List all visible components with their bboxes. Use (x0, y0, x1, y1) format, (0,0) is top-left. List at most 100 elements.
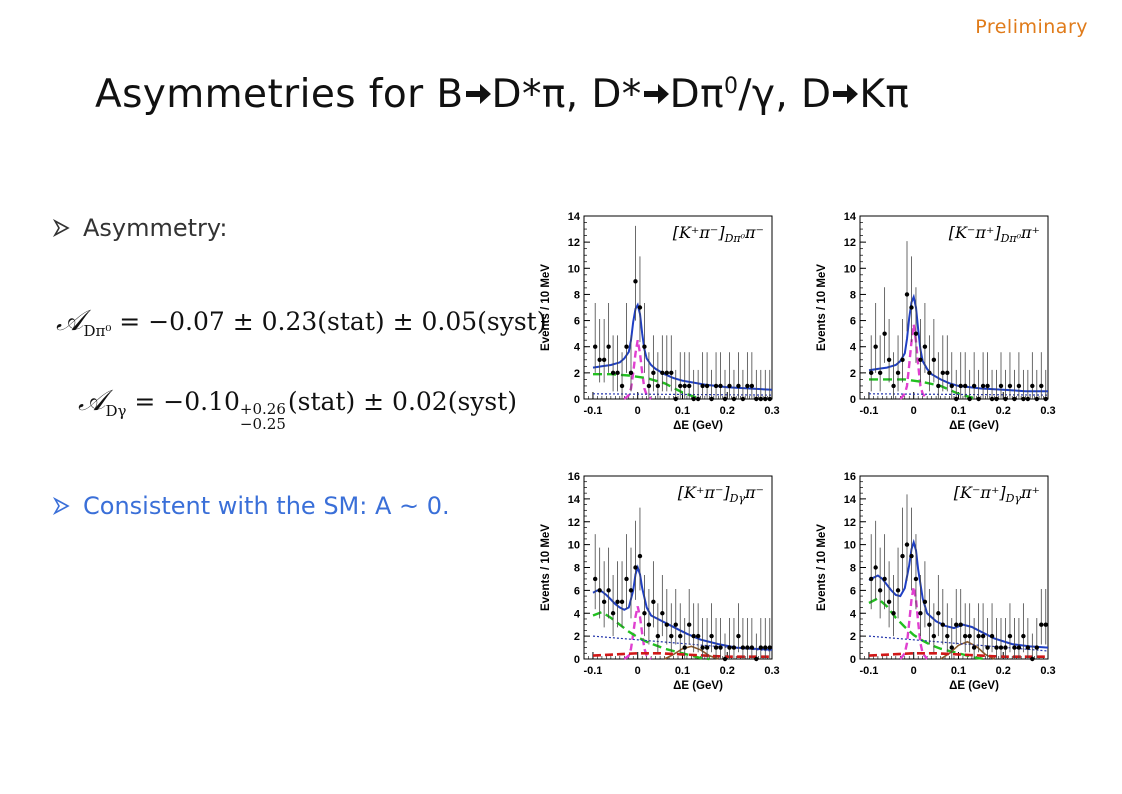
data-point (758, 396, 764, 402)
y-tick-label: 12 (568, 237, 580, 249)
y-tick-label: 8 (574, 289, 580, 301)
y-tick-label: 4 (850, 342, 857, 354)
data-point (754, 396, 759, 402)
data-point (691, 633, 696, 639)
y-tick-label: 0 (850, 394, 856, 406)
data-point (718, 645, 723, 650)
y-tick-label: 2 (850, 631, 856, 643)
data-point (615, 599, 620, 605)
bullet-text: Asymmetry: (83, 214, 228, 242)
y-tick-label: 14 (844, 494, 857, 506)
data-point (601, 599, 607, 605)
data-point (740, 396, 746, 402)
data-point (998, 645, 1004, 650)
plot-area (868, 241, 1049, 402)
x-axis-label: ΔE (GeV) (673, 680, 723, 692)
series-green (593, 372, 701, 401)
data-point (936, 611, 941, 616)
y-tick-label: 12 (568, 517, 580, 529)
x-tick-label: 0 (911, 665, 917, 677)
title-part: Kπ (859, 72, 910, 117)
eq-err-down: −0.25 (239, 415, 286, 433)
data-point (989, 396, 995, 402)
preliminary-tag: Preliminary (975, 16, 1088, 38)
data-point (718, 383, 723, 389)
panel-label: [K⁺π⁻]Dπ⁰π⁻ (673, 223, 764, 245)
x-axis-label: ΔE (GeV) (949, 420, 999, 432)
y-tick-label: 6 (574, 316, 580, 328)
data-point (700, 645, 705, 650)
data-point (931, 357, 937, 362)
eq-symbol: 𝒜 (56, 303, 84, 337)
data-point (700, 383, 705, 389)
panel-label: [K⁻π⁺]Dπ⁰π⁺ (949, 223, 1040, 245)
y-tick-label: 12 (844, 237, 856, 249)
data-point (664, 622, 670, 627)
data-point (709, 633, 714, 639)
x-tick-label: -0.1 (583, 665, 602, 677)
panel-label: [K⁻π⁺]Dγπ⁺ (954, 483, 1040, 505)
plot-frame (583, 215, 773, 400)
data-point (949, 645, 954, 650)
data-point (998, 383, 1004, 389)
data-point (918, 357, 923, 362)
data-point (651, 370, 656, 376)
data-point (994, 396, 999, 402)
x-tick-label: 0.1 (951, 665, 966, 677)
data-point (945, 633, 950, 639)
y-tick-label: 8 (574, 563, 580, 575)
data-point (767, 645, 772, 650)
plot-dpi0-plus: 0 2 4 6 8 10 12 14 -0.1 0 0.1 0.2 0.3 ΔE (GeV) Events … (812, 208, 1064, 436)
data-point (619, 383, 625, 389)
data-point (646, 383, 652, 389)
data-point (624, 344, 629, 349)
title-superscript: 0 (723, 74, 739, 99)
data-point (980, 633, 986, 639)
data-point (736, 383, 741, 389)
data-point (900, 553, 905, 559)
y-tick-label: 6 (850, 316, 856, 328)
data-point (673, 622, 678, 627)
title-part: Asymmetries for B (95, 72, 464, 117)
data-point (592, 576, 598, 582)
y-tick-label: 2 (850, 368, 856, 380)
data-point (601, 357, 607, 362)
data-point (763, 396, 768, 402)
data-point (731, 645, 737, 650)
y-tick-label: 6 (574, 585, 580, 597)
plot-frame (859, 215, 1049, 400)
x-axis-label: ΔE (GeV) (673, 420, 723, 432)
series-signal (623, 606, 652, 660)
series-signal (623, 339, 652, 400)
data-point (745, 645, 750, 650)
plot-area (868, 494, 1049, 662)
data-point (727, 383, 732, 389)
x-tick-label: 0.3 (764, 405, 779, 417)
x-tick-label: 0.3 (1040, 405, 1055, 417)
data-point (895, 370, 901, 376)
data-point (882, 576, 887, 582)
data-point (1016, 645, 1022, 650)
data-point (900, 357, 905, 362)
data-point (971, 645, 977, 650)
data-point (727, 645, 732, 650)
data-point (882, 331, 887, 336)
data-point (922, 599, 928, 605)
x-tick-label: 0.2 (720, 665, 735, 677)
data-point (985, 383, 990, 389)
x-axis-label: ΔE (GeV) (949, 680, 999, 692)
data-point (709, 396, 714, 402)
data-point (628, 370, 634, 376)
eq-err-up: +0.26 (239, 400, 286, 418)
data-point (669, 370, 674, 376)
data-point (686, 383, 692, 389)
x-tick-label: 0.3 (1040, 665, 1055, 677)
plot-dgamma-plus: 0 2 4 6 8 10 12 14 16 -0.1 0 0.1 0.2 0.3 ΔE (GeV) Event… (812, 468, 1064, 696)
data-point (695, 633, 701, 639)
series-dotted (868, 393, 1049, 396)
data-point (949, 383, 954, 389)
data-point (678, 383, 683, 389)
data-point (927, 370, 932, 376)
